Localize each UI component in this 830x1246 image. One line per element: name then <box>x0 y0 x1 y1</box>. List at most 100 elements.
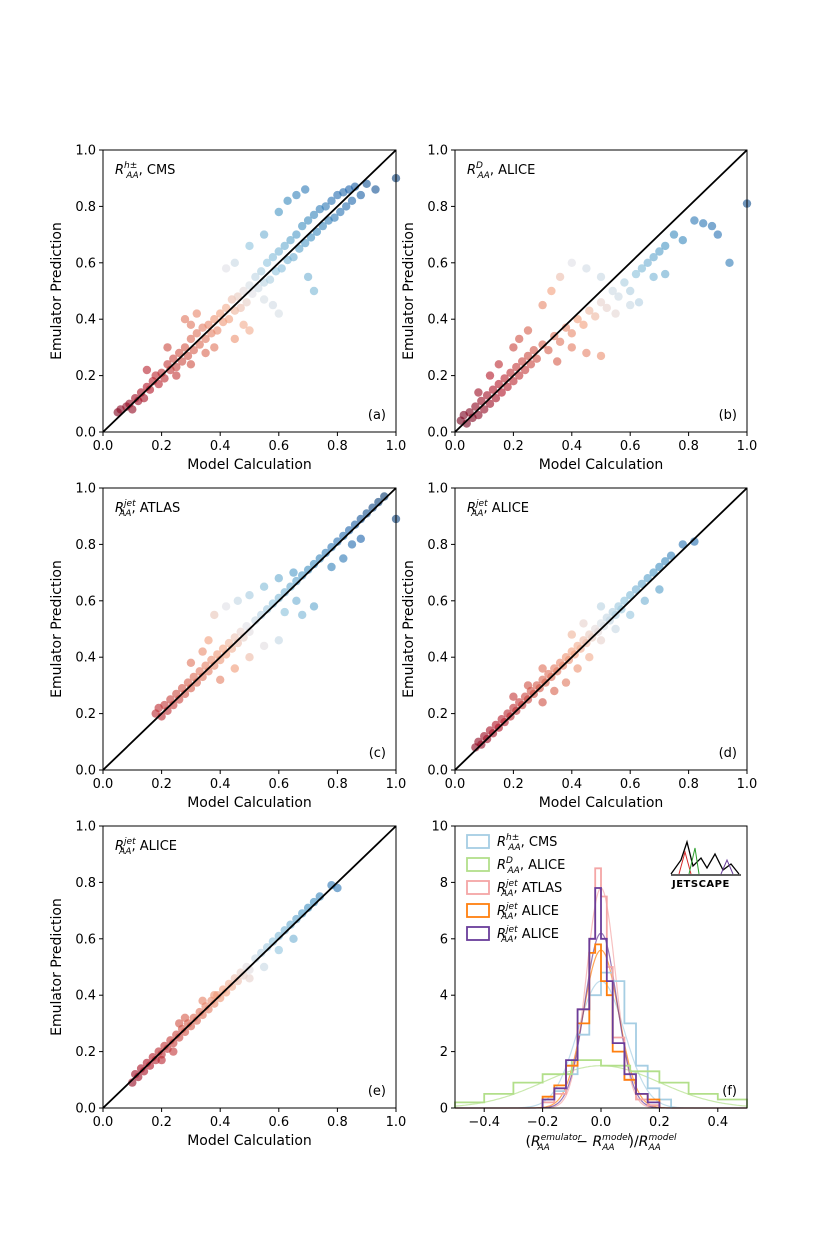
scatter-point <box>292 190 301 200</box>
identity-line <box>454 149 748 433</box>
scatter-point <box>204 667 213 676</box>
scatter-point <box>371 185 380 194</box>
x-tick-label: 0.4 <box>210 439 231 454</box>
scatter-point <box>227 644 237 653</box>
scatter-point <box>210 991 219 1000</box>
scatter-point <box>245 326 254 335</box>
y-tick-label: 0 <box>440 1102 448 1117</box>
scatter-point <box>230 258 239 267</box>
scatter-point <box>227 982 237 991</box>
legend-swatch <box>466 857 490 872</box>
scatter-point <box>356 534 365 543</box>
scatter-point <box>582 264 591 273</box>
scatter-point <box>274 931 283 941</box>
x-tick-label: 0.0 <box>445 777 466 792</box>
scatter-point <box>620 596 629 605</box>
y-tick-label: 0.6 <box>75 932 96 947</box>
scatter-point <box>538 698 547 707</box>
scatter-point <box>292 596 301 605</box>
scatter-point <box>509 343 518 352</box>
scatter-point <box>713 230 722 239</box>
scatter-point <box>637 579 647 589</box>
scatter-point <box>626 286 635 296</box>
scatter-point <box>518 357 527 366</box>
y-tick-label: 1.0 <box>427 482 448 497</box>
y-tick-label: 0.4 <box>427 313 448 328</box>
scatter-point <box>585 653 594 662</box>
scatter-point <box>544 346 553 355</box>
scatter-point <box>482 391 492 400</box>
y-tick-label: 1.0 <box>75 482 96 497</box>
scatter-point <box>192 329 201 338</box>
scatter-point <box>259 962 269 972</box>
y-tick-label: 0.2 <box>75 1045 96 1060</box>
axes-frame <box>454 487 748 771</box>
scatter-point <box>661 269 670 279</box>
scatter-point <box>221 602 231 611</box>
scatter-point <box>538 300 547 310</box>
scatter-point <box>245 241 254 251</box>
scatter-point <box>567 343 576 352</box>
x-tick-label: 0.2 <box>649 1115 670 1130</box>
y-axis-label: Emulator Prediction <box>401 560 417 698</box>
scatter-point <box>611 624 620 634</box>
panel-title: Rjet AA, ATLAS <box>115 499 180 519</box>
identity-line <box>454 487 748 771</box>
panel-f: Rh± AA, CMS RD AA, ALICE Rjet AA, ATLAS Rjet AA… <box>431 820 748 1153</box>
scatter-point <box>128 1078 137 1087</box>
scatter-point <box>204 320 213 329</box>
scatter-point <box>661 241 670 251</box>
scatter-point <box>309 602 319 611</box>
scatter-point <box>339 554 348 563</box>
x-tick-label: 0.8 <box>327 439 348 454</box>
scatter-point <box>301 238 310 248</box>
y-tick-label: 0.0 <box>75 1102 96 1117</box>
scatter-point <box>312 227 322 236</box>
scatter-point <box>292 230 301 239</box>
scatter-point <box>374 497 383 507</box>
scatter-point <box>626 610 635 620</box>
scatter-point <box>160 374 169 383</box>
legend-label: Rh± AA, CMS <box>497 833 557 853</box>
scatter-point <box>172 371 181 380</box>
y-axis-label: Emulator Prediction <box>49 222 65 360</box>
scatter-point <box>280 926 289 935</box>
scatter-point <box>649 253 658 262</box>
y-tick-label: 0.8 <box>75 538 96 553</box>
scatter-point <box>233 638 242 648</box>
scatter-point <box>350 182 360 191</box>
y-tick-label: 0.2 <box>75 369 96 384</box>
scatter-point <box>547 286 556 296</box>
scatter-point <box>286 582 295 591</box>
scatter-point <box>503 382 512 392</box>
y-tick-label: 0.6 <box>427 256 448 271</box>
scatter-point <box>309 210 319 220</box>
y-tick-label: 0.6 <box>75 256 96 271</box>
scatter-point <box>573 315 582 324</box>
scatter-point <box>309 897 319 907</box>
x-tick-label: 1.0 <box>737 777 758 792</box>
axes-frame <box>102 487 397 771</box>
scatter-point <box>596 636 606 645</box>
x-tick-label: 0.8 <box>678 439 699 454</box>
x-tick-label: 0.2 <box>151 777 172 792</box>
x-tick-label: 0.2 <box>151 439 172 454</box>
y-tick-label: 0.6 <box>75 594 96 609</box>
panel-a: 0.0 0.2 0.4 0.6 0.8 1.0 0.0 0.2 0.4 0.6 0.8 1.0 Mode… <box>49 144 406 474</box>
scatter-point <box>309 286 319 296</box>
x-tick-label: 0.0 <box>93 439 114 454</box>
y-tick-label: 0.8 <box>75 200 96 215</box>
scatter-point <box>655 562 664 572</box>
x-tick-label: 0.8 <box>678 777 699 792</box>
axes-frame <box>102 149 397 433</box>
scatter-point <box>254 284 263 293</box>
x-tick-label: 0.6 <box>620 439 641 454</box>
panel-tag: (e) <box>368 1084 386 1099</box>
scatter-point <box>529 346 538 355</box>
scatter-point <box>315 554 324 563</box>
scatter-point <box>262 943 272 952</box>
scatter-point <box>643 574 652 583</box>
y-tick-label: 0.2 <box>75 707 96 722</box>
x-tick-label: 0.8 <box>327 1115 348 1130</box>
